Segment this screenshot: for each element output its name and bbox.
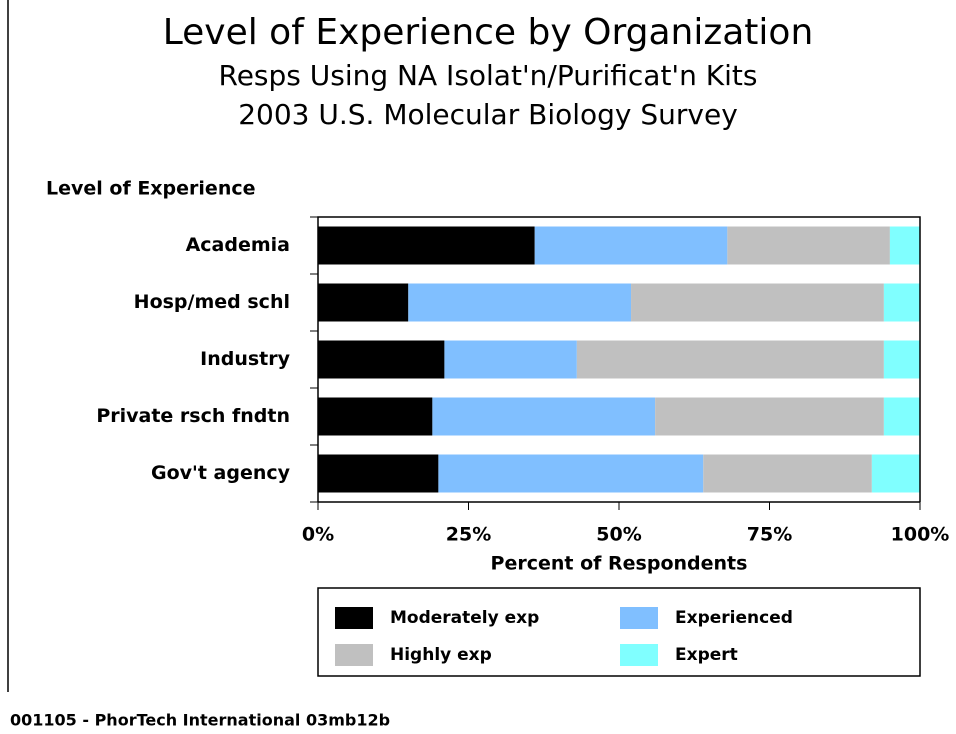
x-tick-label: 0%	[302, 524, 334, 546]
bar-segment	[883, 397, 920, 436]
legend-label: Experienced	[675, 608, 793, 628]
chart-subtitle: Resps Using NA Isolat'n/Purificat'n Kits	[219, 59, 758, 92]
x-axis-label: Percent of Respondents	[491, 553, 748, 575]
legend-swatch	[620, 644, 658, 666]
x-tick-label: 50%	[596, 524, 641, 546]
bar-segment	[889, 226, 920, 265]
x-tick-label: 75%	[747, 524, 792, 546]
bar-segment	[576, 340, 884, 379]
legend-label: Highly exp	[390, 645, 492, 665]
bar-segment	[871, 454, 920, 493]
y-tick-label: Hosp/med schl	[134, 291, 290, 313]
footer: 001105 - PhorTech International 03mb12b	[10, 711, 390, 730]
chart-title: Level of Experience by Organization	[163, 12, 814, 53]
bar-segment	[318, 340, 445, 379]
bar-segment	[318, 397, 433, 436]
y-tick-label: Private rsch fndtn	[96, 405, 290, 427]
chart-subtitle: 2003 U.S. Molecular Biology Survey	[238, 98, 738, 131]
bar-segment	[883, 283, 920, 322]
bar-segment	[534, 226, 728, 265]
bar-segment	[408, 283, 632, 322]
x-tick-label: 25%	[446, 524, 491, 546]
legend-swatch	[335, 644, 373, 666]
bar-segment	[318, 283, 409, 322]
legend-box	[317, 587, 921, 677]
y-axis-label: Level of Experience	[46, 178, 256, 200]
bar-segment	[444, 340, 577, 379]
bar-segment	[631, 283, 884, 322]
bar-segment	[438, 454, 704, 493]
bar-segment	[432, 397, 656, 436]
bar-segment	[655, 397, 884, 436]
y-tick-label: Academia	[186, 234, 290, 256]
bar-segment	[727, 226, 890, 265]
legend-swatch	[335, 607, 373, 629]
x-tick-label: 100%	[891, 524, 950, 546]
legend-swatch	[620, 607, 658, 629]
bar-segment	[318, 226, 535, 265]
y-tick-label: Industry	[200, 348, 290, 370]
y-tick-label: Gov't agency	[151, 462, 291, 484]
plot-frame	[317, 216, 921, 502]
bar-segment	[883, 340, 920, 379]
legend-label: Expert	[675, 645, 738, 665]
bar-segment	[318, 454, 439, 493]
bar-segment	[703, 454, 872, 493]
legend-label: Moderately exp	[390, 608, 539, 628]
